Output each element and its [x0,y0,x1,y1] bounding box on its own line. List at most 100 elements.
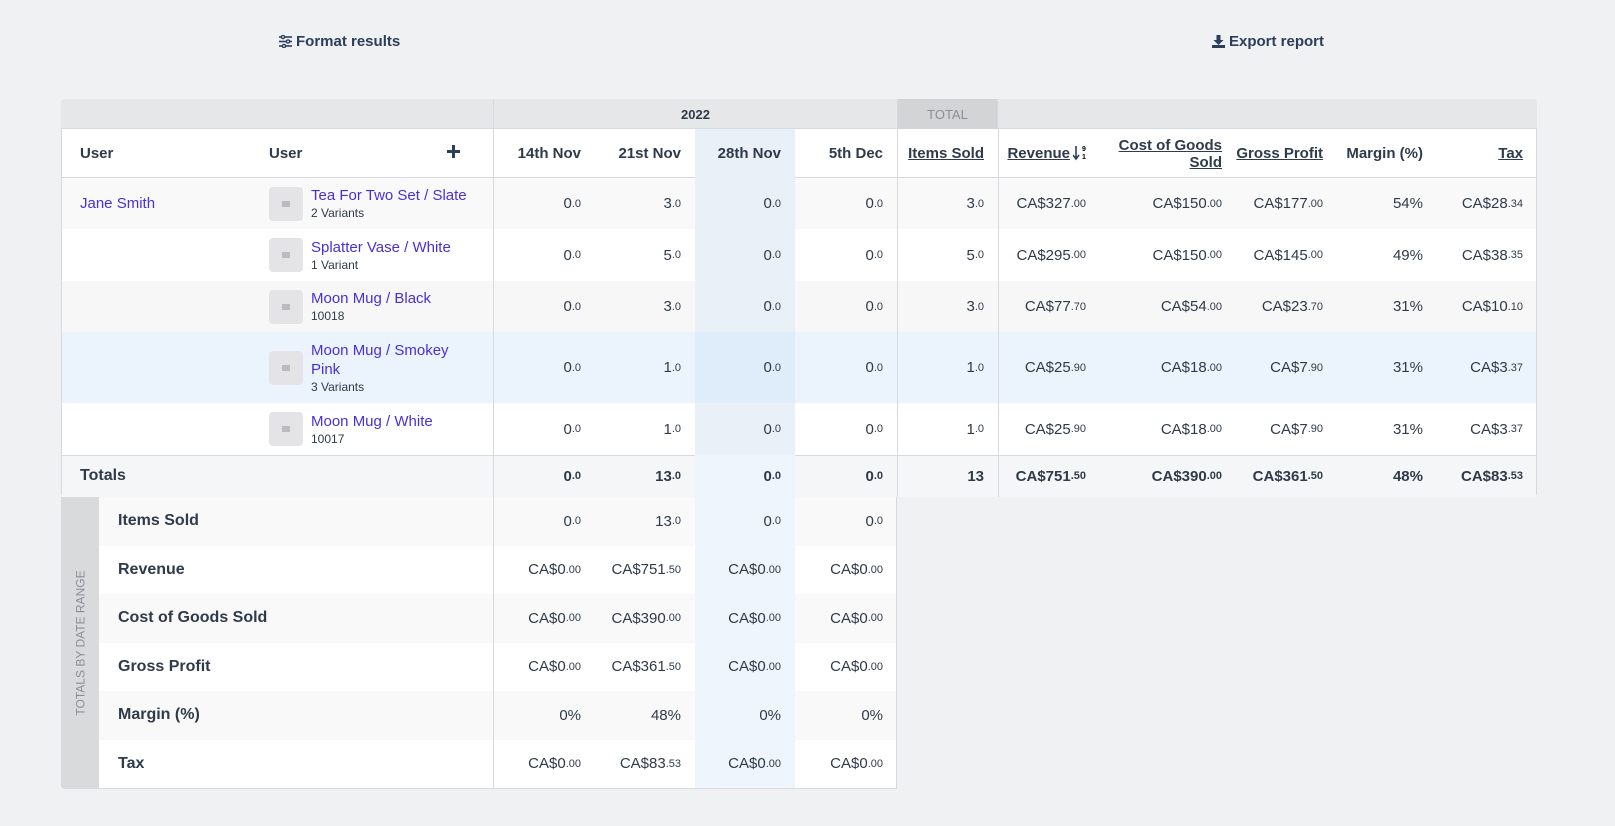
date-totals-cell: 13.0 [655,512,681,530]
column-header[interactable]: Revenue [998,129,1100,178]
date-totals-cell: CA$0.00 [493,642,595,691]
totals-cell: CA$83.53 [1461,467,1523,485]
table-cell: 0.0 [865,246,883,264]
sliders-icon [279,34,292,48]
table-cell: 0.0 [763,359,781,376]
product-info: Moon Mug / Black 10018 [311,281,481,332]
date-totals-cell: CA$751.50 [611,561,681,579]
product-info: Tea For Two Set / Slate 2 Variants [311,178,481,229]
add-column-icon[interactable] [446,144,461,159]
table-cell: CA$23.70 [1261,298,1323,315]
table-cell: 0.0 [865,420,883,438]
table-row [62,403,1536,455]
product-info: Splatter Vase / White 1 Variant [311,229,481,281]
table-cell: CA$7.90 [1270,420,1323,438]
table-cell: 0.0 [493,178,595,229]
totals-cell: CA$751.50 [998,455,1100,497]
table-cell: 1.0 [897,332,998,403]
group-header [61,99,1537,129]
date-totals-cell: CA$0.00 [830,755,883,773]
date-totals-cell: CA$0.00 [493,739,595,788]
total-header: TOTAL [897,99,998,129]
table-cell: 49% [1392,246,1423,264]
date-column-shade [695,403,795,455]
format-results-button[interactable]: Format results [279,30,400,52]
product-title[interactable]: Moon Mug / Black [311,290,432,307]
product-subtitle: 3 Variants [311,379,365,394]
table-cell: CA$150.00 [1152,195,1222,212]
date-totals-cell: CA$83.53 [619,755,681,773]
date-column-shade [695,281,795,332]
product-thumbnail [269,289,303,324]
date-totals-cell: 48% [650,706,681,724]
date-totals-cell: 0.0 [493,497,595,546]
date-totals-row-label: Cost of Goods Sold [118,609,268,627]
date-totals-row-label: Revenue [118,560,185,578]
table-cell: 3.0 [663,195,681,212]
date-totals-cell: CA$0.00 [830,561,883,579]
product-thumbnail [269,186,303,221]
product-title[interactable]: Moon Mug / White [311,412,433,430]
table-cell: 1.0 [663,420,681,438]
date-totals-strip [62,497,99,788]
date-totals-cell: CA$390.00 [611,609,681,627]
product-subtitle: 2 Variants [311,206,365,220]
table-cell: CA$3.37 [1470,420,1523,438]
table-cell: 0.0 [865,195,883,212]
date-totals-cell: 0% [861,706,883,724]
format-results-label: Format results [296,32,401,50]
totals-cell: 0.0 [493,455,595,497]
product-subtitle: 10017 [311,431,345,446]
table-cell: 31% [1392,359,1423,376]
table-row [62,178,1536,229]
date-column-shade [695,497,795,546]
product-title[interactable]: Tea For Two Set / Slate [311,187,467,204]
column-header[interactable]: Tax [1498,145,1523,162]
table-cell: 0.0 [763,298,781,315]
column-header: 21st Nov [618,145,681,162]
date-column-shade [695,642,795,691]
column-header: Margin (%) [1346,145,1423,162]
date-totals-cell: CA$0.00 [728,561,781,579]
table-cell: 31% [1392,420,1423,438]
date-totals-cell: 0.0 [763,512,781,530]
table-cell: 0.0 [493,229,595,281]
date-totals-row-label: Tax [118,754,145,772]
date-totals-cell: 0.0 [865,512,883,530]
table-cell: 0.0 [865,298,883,315]
date-totals-row-label: Gross Profit [118,657,211,675]
table-cell: 0.0 [763,420,781,438]
product-info: Moon Mug / White 10017 [311,403,481,455]
column-header[interactable]: Items Sold [897,129,998,178]
totals-cell: CA$361.50 [1252,467,1323,485]
date-totals-cell: CA$0.00 [728,755,781,773]
column-header: 14th Nov [493,129,595,178]
totals-label: Totals [80,467,126,484]
product-thumbnail [269,238,303,272]
export-report-button[interactable]: Export report [1212,30,1324,52]
table-cell: CA$18.00 [1160,420,1222,438]
product-title[interactable]: Splatter Vase / White [311,238,451,256]
date-column-shade [695,594,795,643]
date-totals-cell: CA$0.00 [493,545,595,594]
table-cell: 3.0 [663,298,681,315]
totals-cell: CA$390.00 [1151,467,1222,485]
product-subtitle: 1 Variant [311,257,359,272]
table-cell: CA$7.90 [1270,359,1323,376]
year-header: 2022 [493,99,897,129]
column-header: User [269,145,303,162]
column-header[interactable]: Cost of Goods Sold [1118,136,1222,171]
table-cell: 3.0 [897,281,998,332]
table-cell: CA$38.35 [1461,246,1523,264]
table-cell: 1.0 [663,359,681,376]
download-icon [1212,34,1225,48]
totals-row [62,455,1536,497]
column-header[interactable]: Gross Profit [1236,145,1323,162]
table-cell: CA$18.00 [1160,359,1222,376]
date-totals-cell: CA$0.00 [830,658,883,676]
product-title[interactable]: Moon Mug / Smokey Pink [311,341,449,378]
column-header: 28th Nov [695,129,795,178]
table-cell: CA$54.00 [1160,298,1222,315]
user-name[interactable]: Jane Smith [80,195,156,212]
